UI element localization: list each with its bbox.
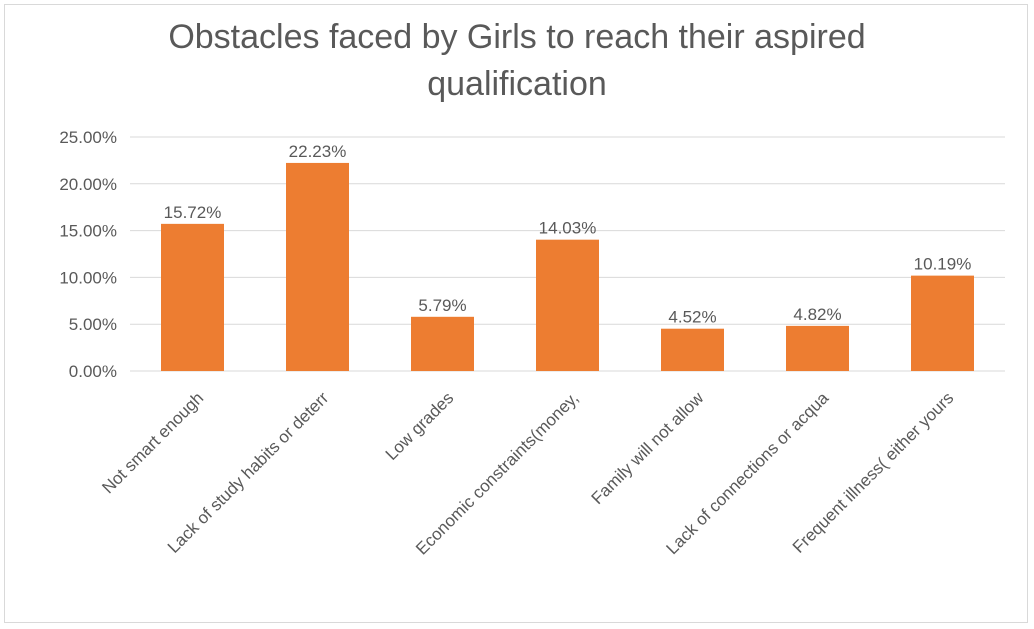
- data-label: 15.72%: [164, 203, 222, 222]
- bar: [911, 275, 974, 371]
- category-label: Low grades: [382, 388, 458, 464]
- data-label: 22.23%: [289, 142, 347, 161]
- bar: [786, 325, 849, 371]
- data-label: 4.82%: [793, 305, 841, 324]
- category-label: Not smart enough: [98, 388, 207, 497]
- y-tick-label: 25.00%: [59, 128, 117, 147]
- category-label: Family will not allow: [588, 388, 708, 508]
- bar: [536, 239, 599, 371]
- chart-title-line-1: Obstacles faced by Girls to reach their …: [168, 18, 866, 56]
- y-axis-tick-labels: 0.00% 5.00% 10.00% 15.00% 20.00% 25.00%: [59, 128, 117, 381]
- data-label: 4.52%: [668, 308, 716, 327]
- chart-title-line-2: qualification: [427, 65, 607, 103]
- bar: [411, 316, 474, 371]
- bar: [661, 328, 724, 371]
- y-tick-label: 0.00%: [69, 362, 117, 381]
- y-tick-label: 15.00%: [59, 222, 117, 241]
- bar: [161, 223, 224, 371]
- data-labels: 15.72% 22.23% 5.79% 14.03% 4.52% 4.82% 10.19%: [164, 142, 972, 327]
- data-label: 10.19%: [914, 255, 972, 274]
- y-tick-label: 20.00%: [59, 175, 117, 194]
- y-tick-label: 10.00%: [59, 268, 117, 287]
- chart-title: Obstacles faced by Girls to reach their …: [0, 14, 1034, 108]
- bar: [286, 162, 349, 371]
- y-tick-label: 5.00%: [69, 315, 117, 334]
- data-label: 14.03%: [539, 219, 597, 238]
- data-label: 5.79%: [418, 296, 466, 315]
- bars: [161, 162, 974, 371]
